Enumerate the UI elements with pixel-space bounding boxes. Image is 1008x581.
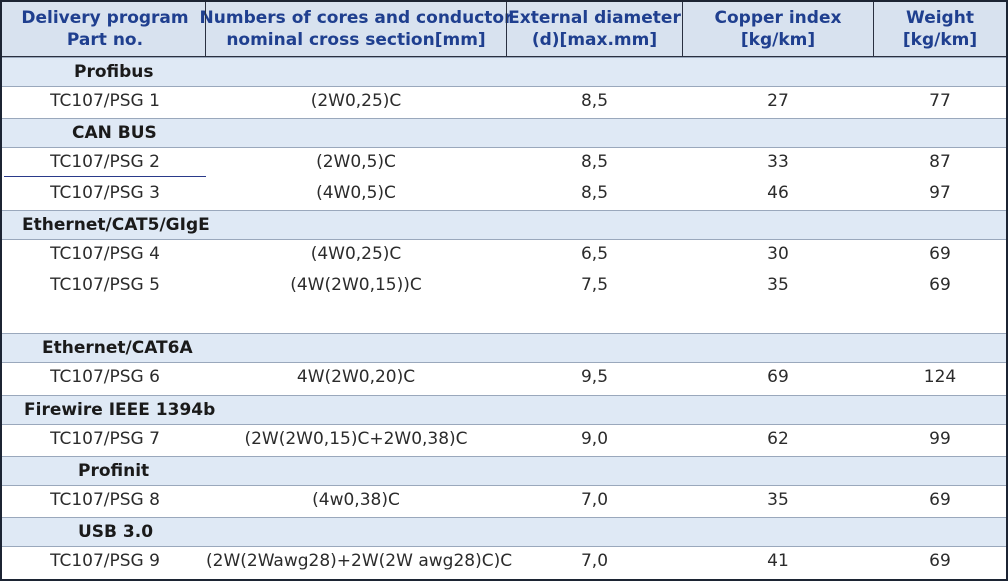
header-part-no: Delivery program Part no. xyxy=(4,2,206,56)
diameter-cell: 8,5 xyxy=(580,152,609,172)
weight-cell: 69 xyxy=(929,244,951,264)
header-part-no-line1: Delivery program xyxy=(21,8,189,28)
section-title: Profinit xyxy=(78,461,150,481)
table-row: TC107/PSG 3 (4W0,5)C 8,5 46 97 xyxy=(2,178,1006,209)
weight-cell: 69 xyxy=(929,275,951,295)
section-title: Ethernet/CAT6A xyxy=(42,338,193,358)
section-title: USB 3.0 xyxy=(78,522,154,542)
header-copper-line2: [kg/km] xyxy=(740,30,816,50)
table-row: TC107/PSG 8 (4w0,38)C 7,0 35 69 xyxy=(2,485,1006,516)
part-no-cell: TC107/PSG 6 xyxy=(50,367,160,387)
header-copper: Copper index [kg/km] xyxy=(683,2,873,56)
table-row: TC107/PSG 2 (2W0,5)C 8,5 33 87 xyxy=(2,147,1006,178)
diameter-cell: 9,5 xyxy=(580,367,609,387)
table-header: Delivery program Part no. Numbers of cor… xyxy=(2,2,1006,58)
header-weight-line2: [kg/km] xyxy=(902,30,978,50)
row-divider-mark xyxy=(4,176,206,177)
part-no-cell: TC107/PSG 1 xyxy=(50,91,160,111)
cores-cell: (2W(2W0,15)C+2W0,38)C xyxy=(244,429,468,449)
table-row: TC107/PSG 4 (4W0,25)C 6,5 30 69 xyxy=(2,239,1006,270)
copper-cell: 30 xyxy=(767,244,789,264)
table-row: TC107/PSG 1 (2W0,25)C 8,5 27 77 xyxy=(2,86,1006,117)
part-no-cell: TC107/PSG 2 xyxy=(50,152,160,172)
weight-cell: 69 xyxy=(929,490,951,510)
table-row: TC107/PSG 6 4W(2W0,20)C 9,5 69 124 xyxy=(2,362,1006,393)
weight-cell: 124 xyxy=(923,367,957,387)
header-cores: Numbers of cores and conductor nominal c… xyxy=(200,2,513,56)
diameter-cell: 6,5 xyxy=(580,244,609,264)
header-divider xyxy=(506,2,507,56)
part-no-cell: TC107/PSG 3 xyxy=(50,183,160,203)
part-no-cell: TC107/PSG 7 xyxy=(50,429,160,449)
header-diameter: External diameter (d)[max.mm] xyxy=(507,2,682,56)
header-copper-line1: Copper index xyxy=(714,8,842,28)
weight-cell: 99 xyxy=(929,429,951,449)
copper-cell: 33 xyxy=(767,152,789,172)
section-row-usb3: USB 3.0 xyxy=(2,517,1006,547)
copper-cell: 35 xyxy=(767,275,789,295)
diameter-cell: 7,5 xyxy=(580,275,609,295)
section-row-ethernet-cat5: Ethernet/CAT5/GIgE xyxy=(2,210,1006,240)
section-row-can-bus: CAN BUS xyxy=(2,118,1006,148)
header-part-no-line2: Part no. xyxy=(66,30,144,50)
cores-cell: (4W(2W0,15))C xyxy=(290,275,422,295)
cores-cell: (2W(2Wawg28)+2W(2W awg28)C)C xyxy=(206,551,513,571)
header-divider xyxy=(873,2,874,56)
cores-cell: (2W0,25)C xyxy=(310,91,402,111)
table-row: TC107/PSG 5 (4W(2W0,15))C 7,5 35 69 xyxy=(2,270,1006,301)
header-divider xyxy=(682,2,683,56)
section-title: Ethernet/CAT5/GIgE xyxy=(22,215,210,235)
section-row-profinit: Profinit xyxy=(2,456,1006,486)
copper-cell: 62 xyxy=(767,429,789,449)
cores-cell: (4W0,5)C xyxy=(316,183,396,203)
header-weight-line1: Weight xyxy=(906,8,974,28)
header-cores-line2: nominal cross section[mm] xyxy=(226,30,486,50)
header-diameter-line1: External diameter xyxy=(508,8,681,28)
copper-cell: 46 xyxy=(767,183,789,203)
section-row-firewire: Firewire IEEE 1394b xyxy=(2,395,1006,425)
diameter-cell: 7,0 xyxy=(580,551,609,571)
diameter-cell: 8,5 xyxy=(580,183,609,203)
copper-cell: 35 xyxy=(767,490,789,510)
part-no-cell: TC107/PSG 9 xyxy=(50,551,160,571)
header-weight: Weight [kg/km] xyxy=(874,2,1006,56)
header-divider xyxy=(205,2,206,56)
copper-cell: 69 xyxy=(767,367,789,387)
diameter-cell: 8,5 xyxy=(580,91,609,111)
header-cores-line1: Numbers of cores and conductor xyxy=(199,8,513,28)
cores-cell: 4W(2W0,20)C xyxy=(296,367,416,387)
table-row: TC107/PSG 7 (2W(2W0,15)C+2W0,38)C 9,0 62… xyxy=(2,424,1006,455)
copper-cell: 41 xyxy=(767,551,789,571)
weight-cell: 87 xyxy=(929,152,951,172)
copper-cell: 27 xyxy=(767,91,789,111)
section-row-profibus: Profibus xyxy=(2,57,1006,87)
section-title: Profibus xyxy=(74,62,154,82)
weight-cell: 77 xyxy=(929,91,951,111)
weight-cell: 69 xyxy=(929,551,951,571)
cores-cell: (4W0,25)C xyxy=(310,244,402,264)
section-title: Firewire IEEE 1394b xyxy=(24,400,216,420)
diameter-cell: 9,0 xyxy=(580,429,609,449)
section-title: CAN BUS xyxy=(72,123,157,143)
part-no-cell: TC107/PSG 8 xyxy=(50,490,160,510)
diameter-cell: 7,0 xyxy=(580,490,609,510)
cores-cell: (2W0,5)C xyxy=(316,152,396,172)
part-no-cell: TC107/PSG 4 xyxy=(50,244,160,264)
header-diameter-line2: (d)[max.mm] xyxy=(531,30,658,50)
part-no-cell: TC107/PSG 5 xyxy=(50,275,160,295)
section-row-ethernet-cat6a: Ethernet/CAT6A xyxy=(2,333,1006,363)
cores-cell: (4w0,38)C xyxy=(312,490,400,510)
weight-cell: 97 xyxy=(929,183,951,203)
table-row: TC107/PSG 9 (2W(2Wawg28)+2W(2W awg28)C)C… xyxy=(2,546,1006,577)
